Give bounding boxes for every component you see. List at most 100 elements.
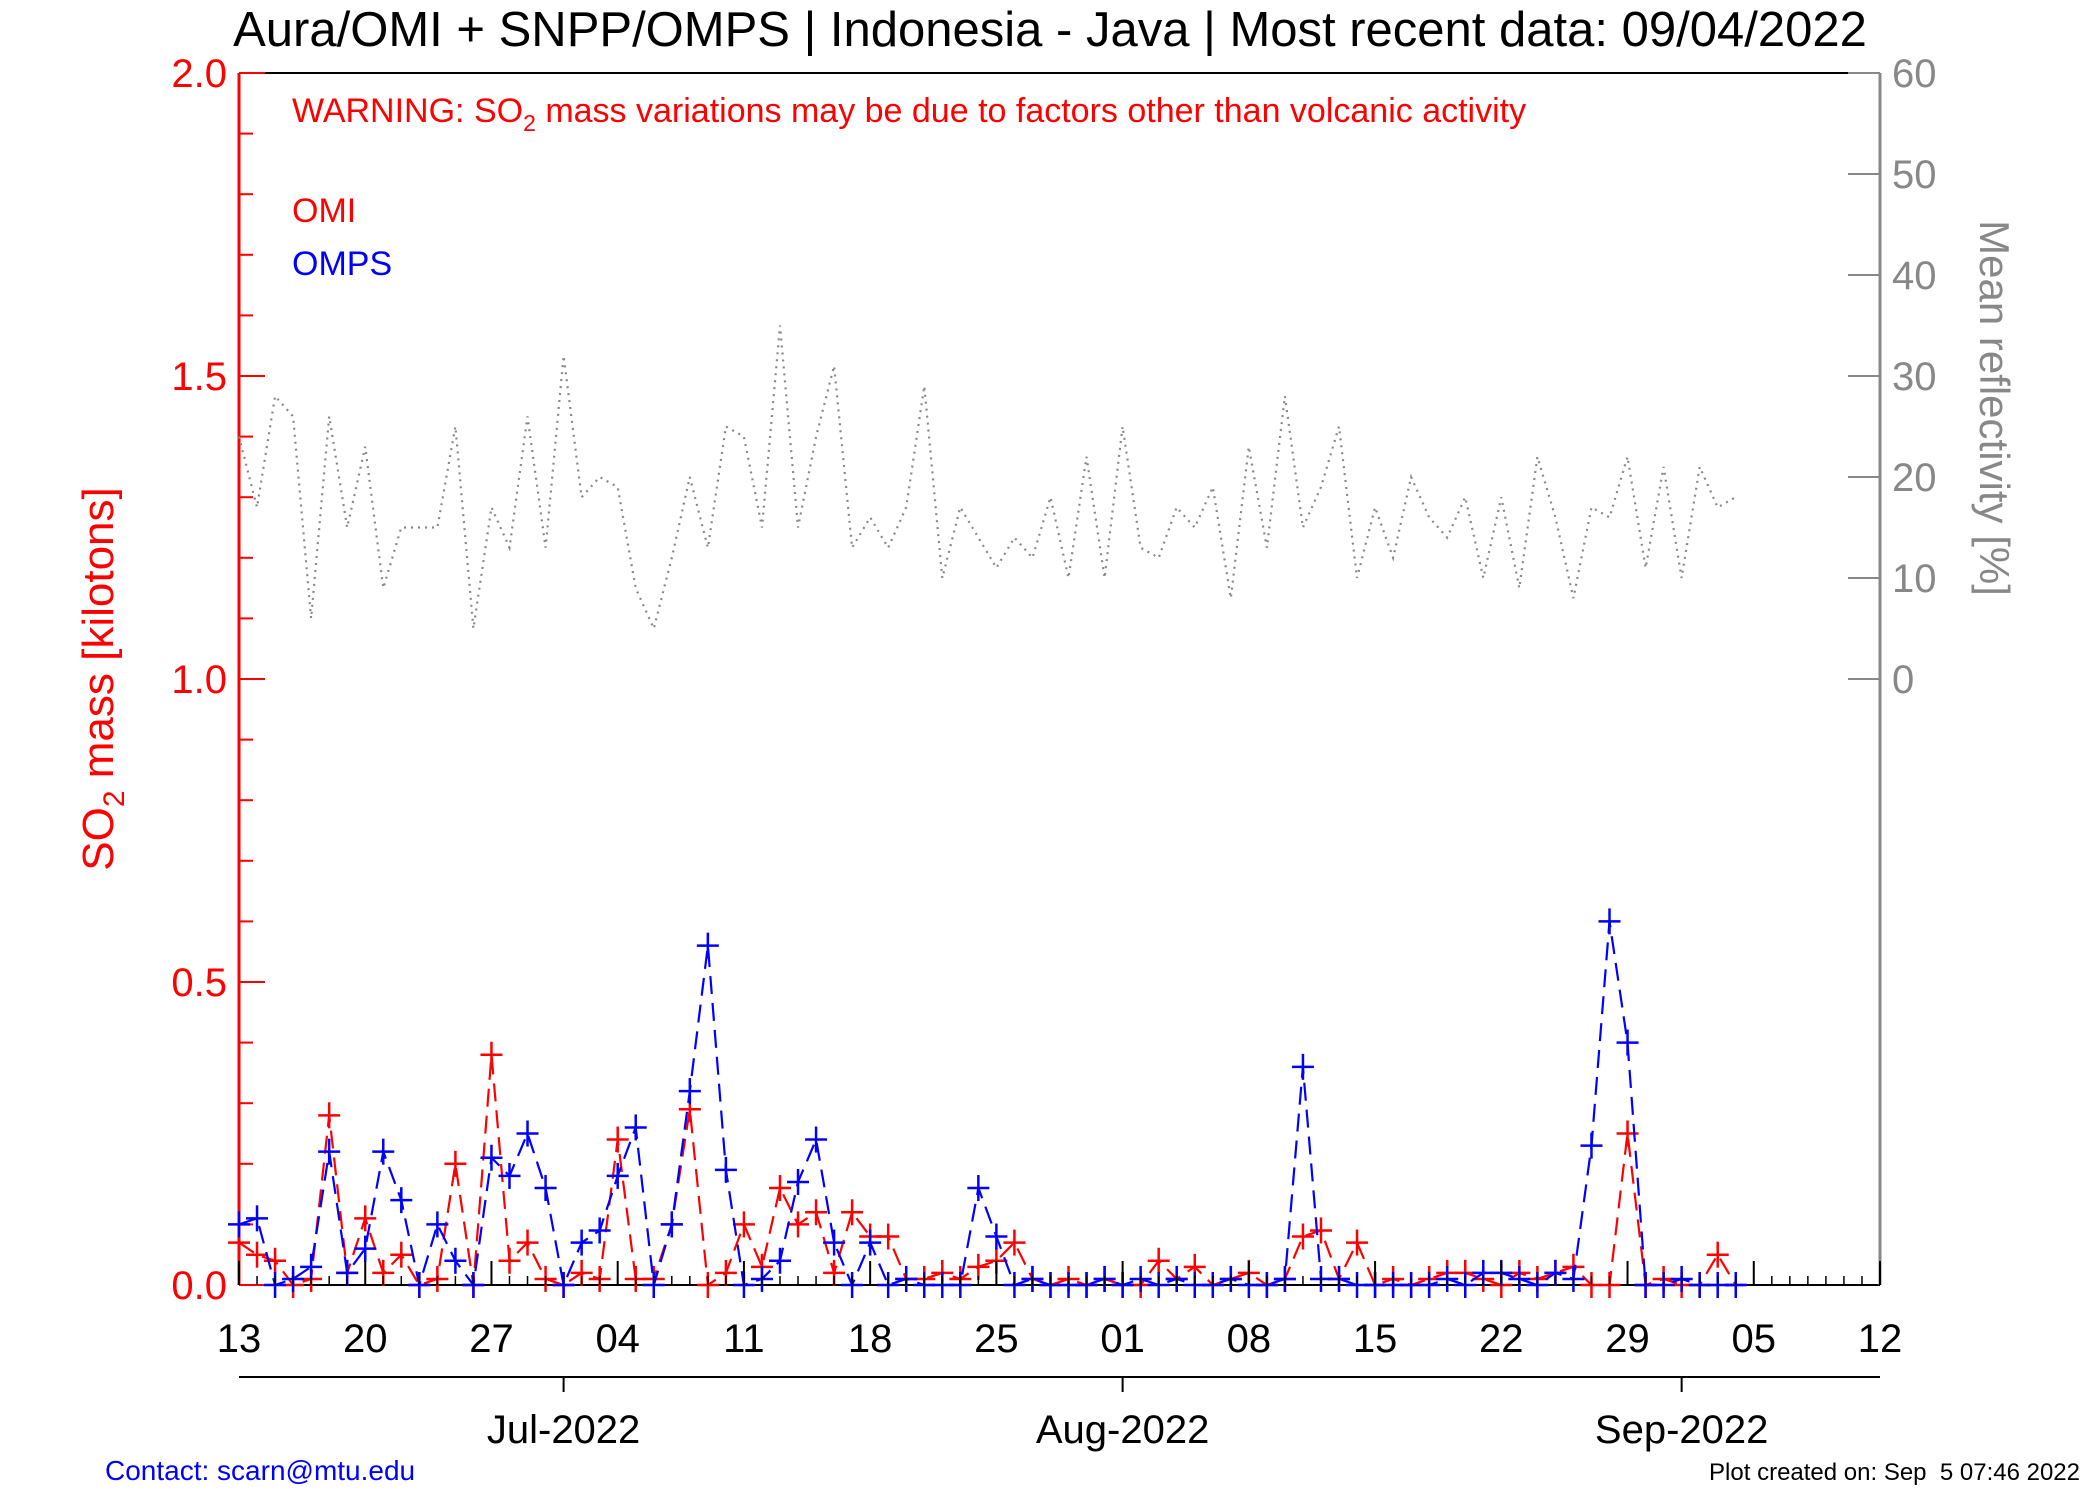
y-axis-left-label: SO2 mass [kilotons] <box>74 487 131 870</box>
right-tick-label: 40 <box>1892 254 1937 298</box>
x-day-label: 01 <box>1100 1317 1145 1361</box>
right-tick-label: 30 <box>1892 355 1937 399</box>
footer-plot-created: Plot created on: Sep 5 07:46 2022 <box>1709 1459 2080 1486</box>
data-point-omi <box>967 1253 990 1280</box>
x-day-label: 11 <box>723 1317 765 1361</box>
data-point-omi <box>354 1205 377 1232</box>
data-point-omi <box>1003 1229 1026 1256</box>
x-day-label: 05 <box>1732 1317 1777 1361</box>
data-point-omi <box>841 1199 864 1226</box>
data-point-omps <box>300 1253 323 1280</box>
right-tick-label: 0 <box>1892 658 1914 702</box>
data-point-omi <box>246 1241 269 1268</box>
data-point-omi <box>318 1102 341 1129</box>
data-point-omps <box>1598 908 1621 935</box>
data-point-omps <box>823 1229 846 1256</box>
left-tick-label: 0.5 <box>171 961 227 1005</box>
data-point-omps <box>606 1162 629 1189</box>
data-point-omi <box>732 1211 755 1238</box>
data-point-omps <box>805 1126 828 1153</box>
x-day-label: 18 <box>848 1317 893 1361</box>
data-point-omps <box>534 1175 557 1202</box>
x-day-label: 15 <box>1353 1317 1398 1361</box>
x-day-label: 20 <box>343 1317 388 1361</box>
data-point-omi <box>480 1041 503 1068</box>
right-tick-label: 20 <box>1892 456 1937 500</box>
data-point-omi <box>498 1247 521 1274</box>
right-tick-label: 50 <box>1892 153 1937 197</box>
data-point-omi <box>1291 1223 1314 1250</box>
right-tick-label: 10 <box>1892 557 1937 601</box>
legend-omi: OMI <box>292 192 356 230</box>
data-point-omps <box>678 1078 701 1105</box>
data-point-omps <box>1291 1053 1314 1080</box>
data-point-omi <box>516 1229 539 1256</box>
right-axis-ticks: 0 10 20 30 40 50 60 <box>1848 52 1937 702</box>
data-point-omps <box>354 1235 377 1262</box>
data-point-omps <box>588 1217 611 1244</box>
left-tick-label: 1.5 <box>171 355 227 399</box>
x-day-label: 12 <box>1858 1317 1903 1361</box>
left-tick-label: 2.0 <box>171 52 227 96</box>
data-point-omps <box>498 1162 521 1189</box>
data-point-omi <box>877 1223 900 1250</box>
data-point-omps <box>1616 1029 1639 1056</box>
x-axis: 13 20 27 04 11 18 25 01 08 15 22 29 05 12 Jul-2022 Aug-… <box>217 1261 1903 1452</box>
data-point-omps <box>372 1138 395 1165</box>
data-point-omps <box>426 1211 449 1238</box>
left-axis-ticks: 0.0 0.5 1.0 1.5 2.0 <box>171 52 265 1308</box>
y-left-label-suffix: mass [kilotons] <box>74 487 123 790</box>
data-point-omps <box>318 1138 341 1165</box>
data-point-omps <box>480 1144 503 1171</box>
data-point-omps <box>660 1211 683 1238</box>
month-label: Aug-2022 <box>1036 1408 1209 1452</box>
y-axis-right-label: Mean reflectivity [%] <box>1971 220 2018 596</box>
data-point-omi <box>1346 1229 1369 1256</box>
x-day-label: 25 <box>974 1317 1019 1361</box>
data-point-omps <box>570 1229 593 1256</box>
warning-suffix: mass variations may be due to factors ot… <box>536 92 1526 130</box>
x-day-label: 04 <box>595 1317 640 1361</box>
data-point-omi <box>768 1175 791 1202</box>
legend-omps: OMPS <box>292 245 392 283</box>
data-point-omi <box>1309 1217 1332 1244</box>
data-point-omps <box>444 1247 467 1274</box>
x-day-label: 22 <box>1479 1317 1524 1361</box>
footer-contact: Contact: scarn@mtu.edu <box>105 1455 415 1486</box>
data-point-omi <box>1147 1247 1170 1274</box>
data-point-omps <box>967 1175 990 1202</box>
data-point-omi <box>787 1211 810 1238</box>
series-line-mean-reflectivity <box>237 325 1737 632</box>
data-point-omi <box>390 1241 413 1268</box>
warning-prefix: WARNING: SO <box>292 92 523 130</box>
left-tick-label: 1.0 <box>171 658 227 702</box>
warning-subscript: 2 <box>523 110 536 136</box>
chart-title: Aura/OMI + SNPP/OMPS | Indonesia - Java … <box>233 3 1867 57</box>
data-point-omps <box>1580 1132 1603 1159</box>
data-point-omps <box>985 1223 1008 1250</box>
warning-text: WARNING: SO2 mass variations may be due … <box>292 92 1526 136</box>
data-point-omi <box>606 1126 629 1153</box>
data-point-omps <box>246 1205 269 1232</box>
data-point-omi <box>444 1150 467 1177</box>
x-day-label: 08 <box>1227 1317 1272 1361</box>
data-point-omi <box>805 1199 828 1226</box>
data-point-omps <box>714 1156 737 1183</box>
x-day-label: 27 <box>469 1317 514 1361</box>
data-point-omps <box>390 1187 413 1214</box>
x-day-label: 13 <box>217 1317 262 1361</box>
right-tick-label: 60 <box>1892 52 1937 96</box>
x-day-label: 29 <box>1605 1317 1650 1361</box>
plot-area: 0.0 0.5 1.0 1.5 2.0 0 10 20 30 40 50 60 <box>171 52 1936 1308</box>
data-point-omps <box>696 932 719 959</box>
data-point-omps <box>624 1114 647 1141</box>
data-point-omps <box>516 1120 539 1147</box>
data-point-omps <box>787 1168 810 1195</box>
data-point-omps <box>228 1211 250 1238</box>
y-left-label-subscript: 2 <box>98 790 131 807</box>
data-point-omi <box>1706 1241 1729 1268</box>
y-left-label-prefix: SO <box>74 807 123 871</box>
data-point-omps <box>859 1229 882 1256</box>
month-label: Jul-2022 <box>487 1408 640 1452</box>
